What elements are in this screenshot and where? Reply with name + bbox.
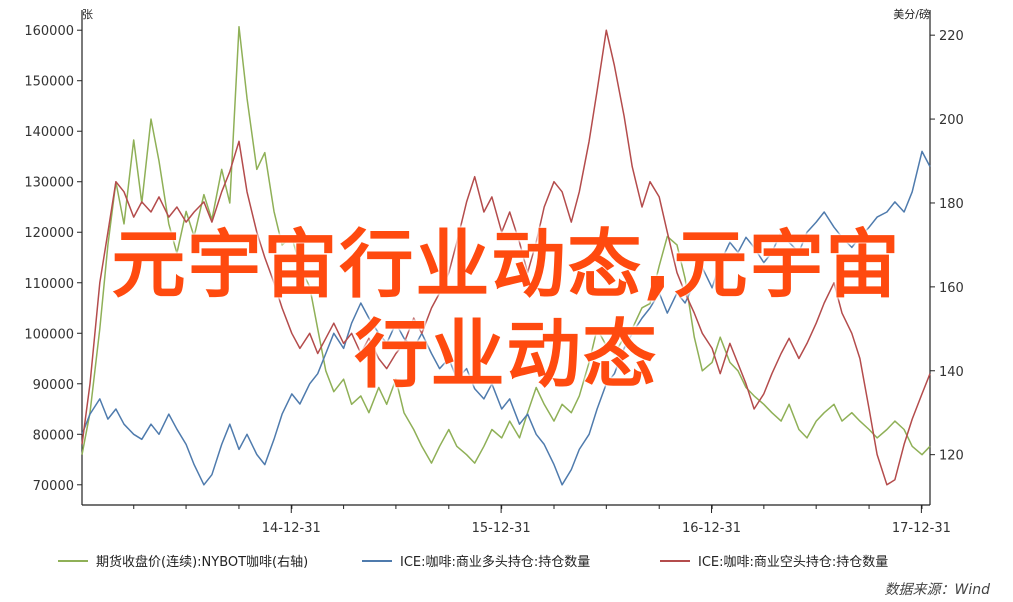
right-axis-unit: 美分/磅 [893,7,930,21]
legend-label-1: 期货收盘价(连续):NYBOT咖啡(右轴) [96,554,308,570]
plot-frame [81,10,931,506]
left-tick-label: 160000 [24,24,74,39]
overlay-title-line-1: 元宇宙行业动态,元宇宙 [111,222,902,308]
left-tick-label: 140000 [24,125,74,140]
series-layer [81,26,931,486]
series-line-3 [81,29,931,486]
data-source-note: 数据来源：Wind [885,582,991,598]
x-tick-label: 17-12-31 [892,521,951,536]
right-tick-label: 120 [939,449,964,464]
x-tick-label: 15-12-31 [472,521,531,536]
series-line-2 [81,150,931,486]
series-line-1 [81,26,931,464]
left-tick-label: 90000 [33,378,74,393]
left-tick-label: 150000 [24,75,74,90]
left-tick-label: 80000 [33,428,74,443]
left-tick-label: 110000 [24,277,74,292]
legend: 期货收盘价(连续):NYBOT咖啡(右轴) ICE:咖啡:商业多头持仓:持仓数量 I… [58,554,888,570]
left-axis-unit: 张 [82,8,93,21]
right-tick-label: 200 [939,113,964,128]
left-tick-label: 70000 [33,479,74,494]
left-tick-label: 130000 [24,176,74,191]
overlay-title-line-2: 行业动态 [354,312,659,398]
x-tick-label: 14-12-31 [262,521,321,536]
axis-layer: 70000 80000 90000 100000 110000 120000 130000 1… [24,24,963,536]
left-tick-label: 100000 [24,327,74,342]
left-tick-label: 120000 [24,226,74,241]
legend-label-2: ICE:咖啡:商业多头持仓:持仓数量 [400,554,590,570]
right-tick-label: 180 [939,197,964,212]
legend-label-3: ICE:咖啡:商业空头持仓:持仓数量 [698,555,888,570]
right-tick-label: 160 [939,281,964,296]
right-tick-label: 140 [939,365,964,380]
right-tick-label: 220 [939,29,964,44]
x-tick-label: 16-12-31 [682,521,741,536]
